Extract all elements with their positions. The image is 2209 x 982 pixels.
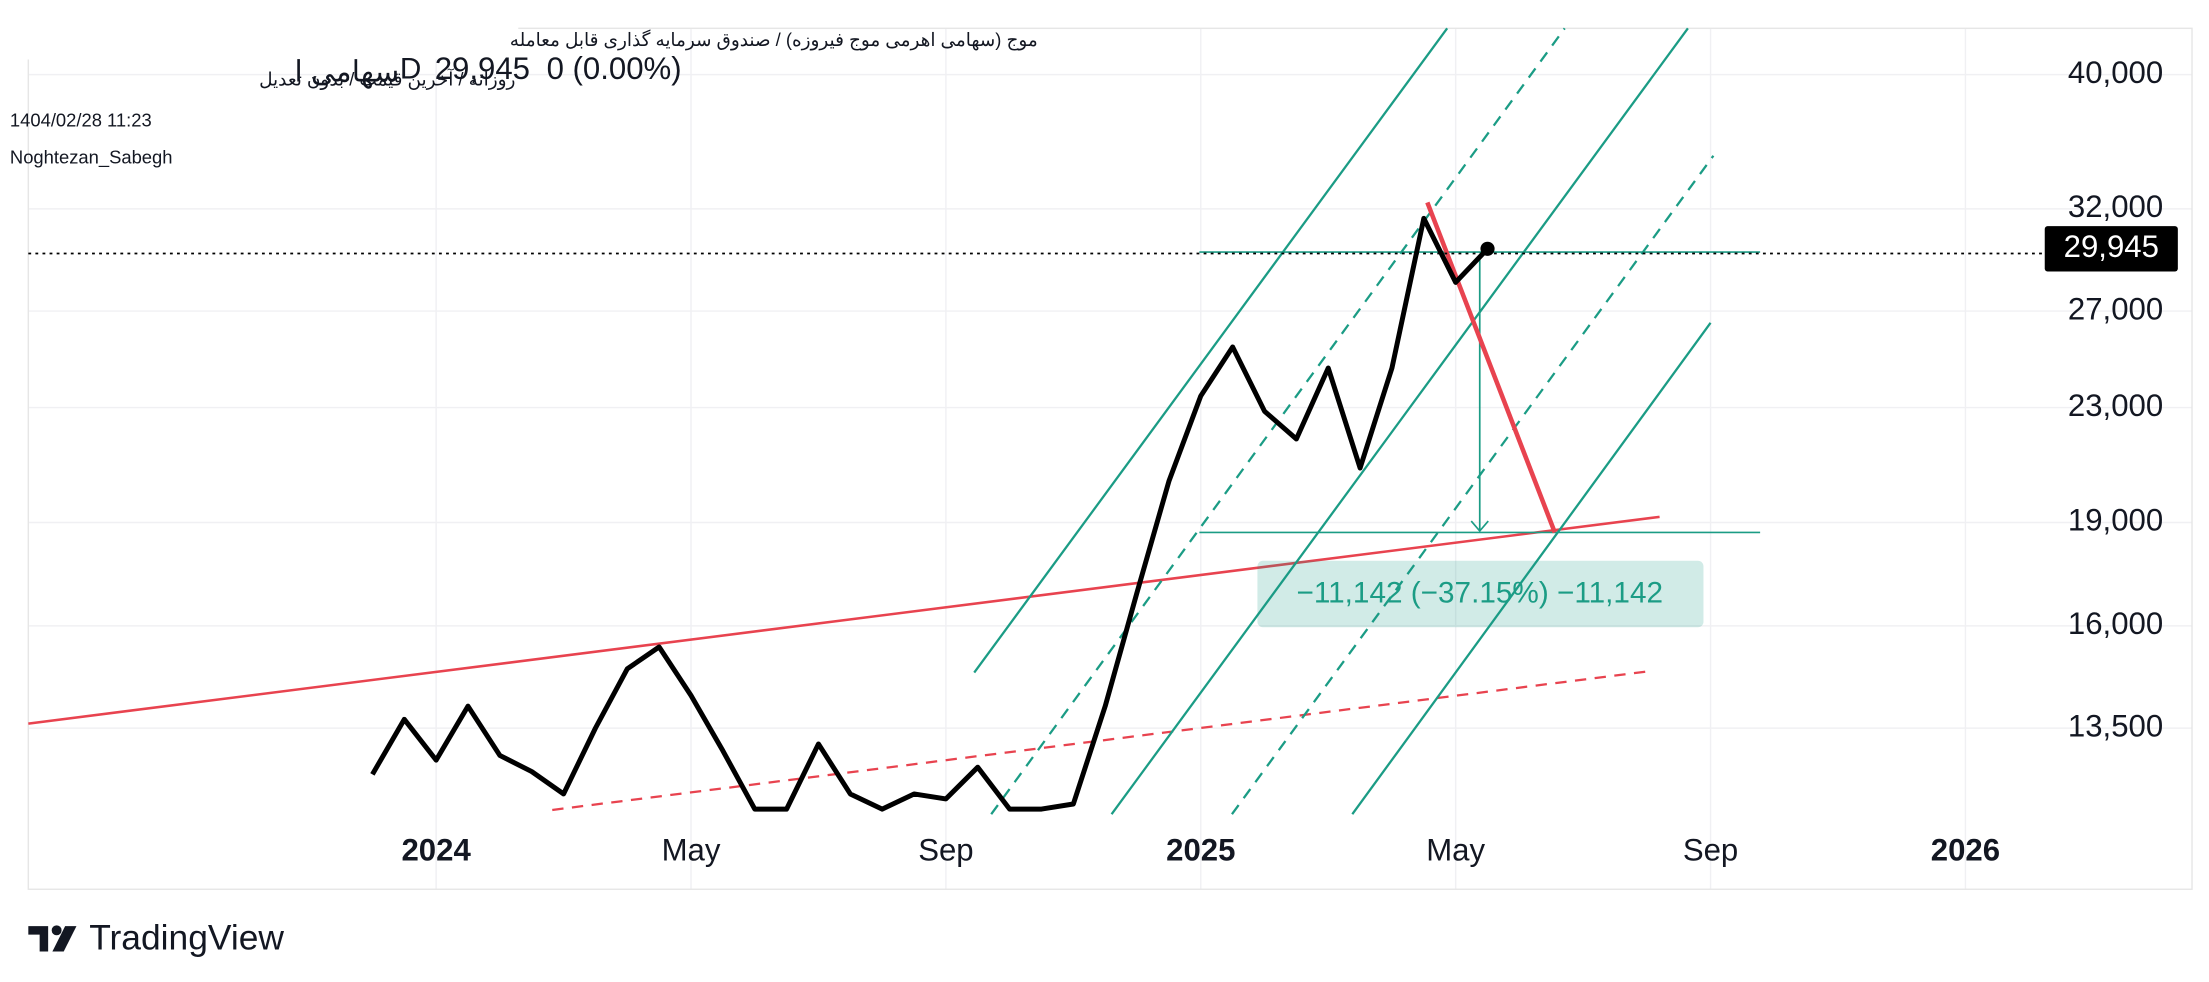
measure-label: −11,142 (−37.15%) −11,142 [1296,577,1663,610]
measure-box [1257,560,1704,628]
last-point [1480,241,1495,256]
header-settings: روزانه / آخرین قیمت / بدون تعدیل [259,69,515,91]
trend-line [28,515,1660,725]
drawings: −11,142 (−37.15%) −11,142 [28,27,2047,815]
channel-line [973,27,1449,674]
x-tick-label: 2024 [401,833,471,868]
channel-line-dashed [1231,155,1715,815]
channel-line [1110,27,1689,815]
series [370,215,1495,812]
y-tick-label: 19,000 [2068,503,2163,538]
arrow-head [1470,520,1489,533]
x-tick-label: May [1426,833,1485,868]
plot-frame [27,27,2193,890]
y-tick-label: 13,500 [2068,708,2163,743]
projection-line [1425,201,1557,534]
x-tick-label: Sep [1683,833,1738,868]
channel-line [1351,322,1712,815]
y-tick-label: 27,000 [2068,291,2163,326]
header-interval: D [400,53,421,86]
brand-logo [28,925,77,952]
y-tick-label: 16,000 [2068,606,2163,641]
header-last: 29,945 [435,51,530,86]
brand-name: TradingView [89,918,284,958]
axes: 13,500 16,000 19,000 23,000 27,000 32,000 40,0… [401,55,2178,868]
grid [28,28,2193,890]
header-author: Noghtezan_Sabegh [10,146,173,168]
x-tick-label: May [662,833,721,868]
y-tick-label: 23,000 [2068,388,2163,423]
y-tick-label: 40,000 [2068,55,2163,90]
header-bg [0,19,519,60]
header-symbol: سهامی ا [294,55,399,89]
x-tick-label: 2025 [1166,833,1235,868]
price-label-bg [2044,226,2178,272]
header-datetime: 1404/02/28 11:23 [10,110,152,131]
price-label: 29,945 [2064,229,2159,264]
header-title: موج (سهامی اهرمی موج فیروزه) / صندوق سرم… [510,29,1038,51]
header-change: 0 (0.00%) [547,51,682,86]
y-tick-label: 32,000 [2068,189,2163,224]
x-tick-label: Sep [918,833,973,868]
trend-line-dashed [552,670,1650,812]
price-line [370,215,1490,812]
x-tick-label: 2026 [1931,833,2000,868]
